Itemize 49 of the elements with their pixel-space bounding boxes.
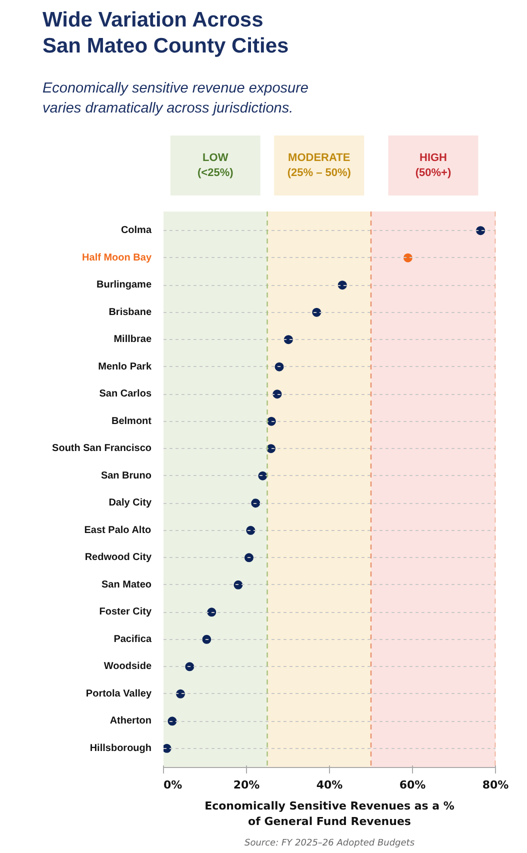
point bbox=[272, 390, 282, 399]
y-tick-label: Menlo Park bbox=[98, 361, 152, 372]
y-tick-label: Woodside bbox=[104, 661, 152, 672]
band-label: MODERATE (25% – 50%) bbox=[287, 152, 352, 179]
point bbox=[164, 744, 172, 753]
point bbox=[207, 608, 216, 617]
point bbox=[246, 526, 256, 535]
x-tick-label: 40% bbox=[316, 778, 343, 792]
y-tick-label: Millbrae bbox=[114, 334, 152, 346]
y-tick-label: Portola Valley bbox=[86, 688, 152, 700]
point bbox=[338, 280, 347, 290]
point bbox=[476, 226, 486, 236]
chart-subtitle: Economically sensitive revenue exposure varies dramatically across jurisdictions. bbox=[42, 80, 308, 116]
y-tick-label: Belmont bbox=[112, 416, 152, 427]
x-tick-label: 60% bbox=[399, 778, 426, 792]
y-tick-label: Colma bbox=[120, 225, 152, 236]
y-tick-label: Burlingame bbox=[96, 280, 152, 291]
point bbox=[185, 662, 194, 672]
x-tick-label: 20% bbox=[233, 778, 260, 792]
point bbox=[274, 362, 284, 372]
band-label: HIGH (50%+) bbox=[415, 152, 452, 179]
y-tick-label: San Bruno bbox=[100, 470, 152, 482]
point bbox=[403, 253, 412, 262]
y-tick-label: Half Moon Bay bbox=[82, 252, 152, 264]
band-label: LOW (<25%) bbox=[197, 152, 234, 179]
y-tick-label: Hillsborough bbox=[90, 742, 152, 754]
x-tick-label: 80% bbox=[482, 778, 509, 792]
source-note: Source: FY 2025–26 Adopted Budgets bbox=[244, 838, 415, 848]
point bbox=[251, 498, 260, 508]
y-tick-label: Foster City bbox=[99, 606, 152, 618]
point bbox=[168, 716, 177, 726]
y-tick-label: Atherton bbox=[110, 716, 152, 727]
y-tick-label: Brisbane bbox=[108, 306, 152, 318]
point bbox=[244, 553, 254, 562]
x-axis-title: Economically Sensitive Revenues as a % of General Fund Revenues bbox=[204, 800, 454, 828]
point bbox=[284, 335, 293, 344]
point bbox=[234, 580, 243, 590]
point bbox=[312, 308, 322, 317]
y-tick-label: Pacifica bbox=[114, 634, 152, 645]
y-tick-label: East Palo Alto bbox=[84, 524, 152, 536]
point bbox=[202, 634, 212, 644]
x-tick-label: 0% bbox=[164, 778, 182, 792]
y-tick-label: Redwood City bbox=[84, 552, 152, 564]
y-tick-label: San Mateo bbox=[101, 579, 152, 590]
y-tick-label: South San Francisco bbox=[52, 443, 152, 454]
y-tick-label: Daly City bbox=[108, 498, 152, 509]
point bbox=[176, 689, 186, 698]
y-tick-label: San Carlos bbox=[99, 388, 152, 400]
chart-title: Wide Variation Across San Mateo County Cities bbox=[42, 8, 289, 58]
